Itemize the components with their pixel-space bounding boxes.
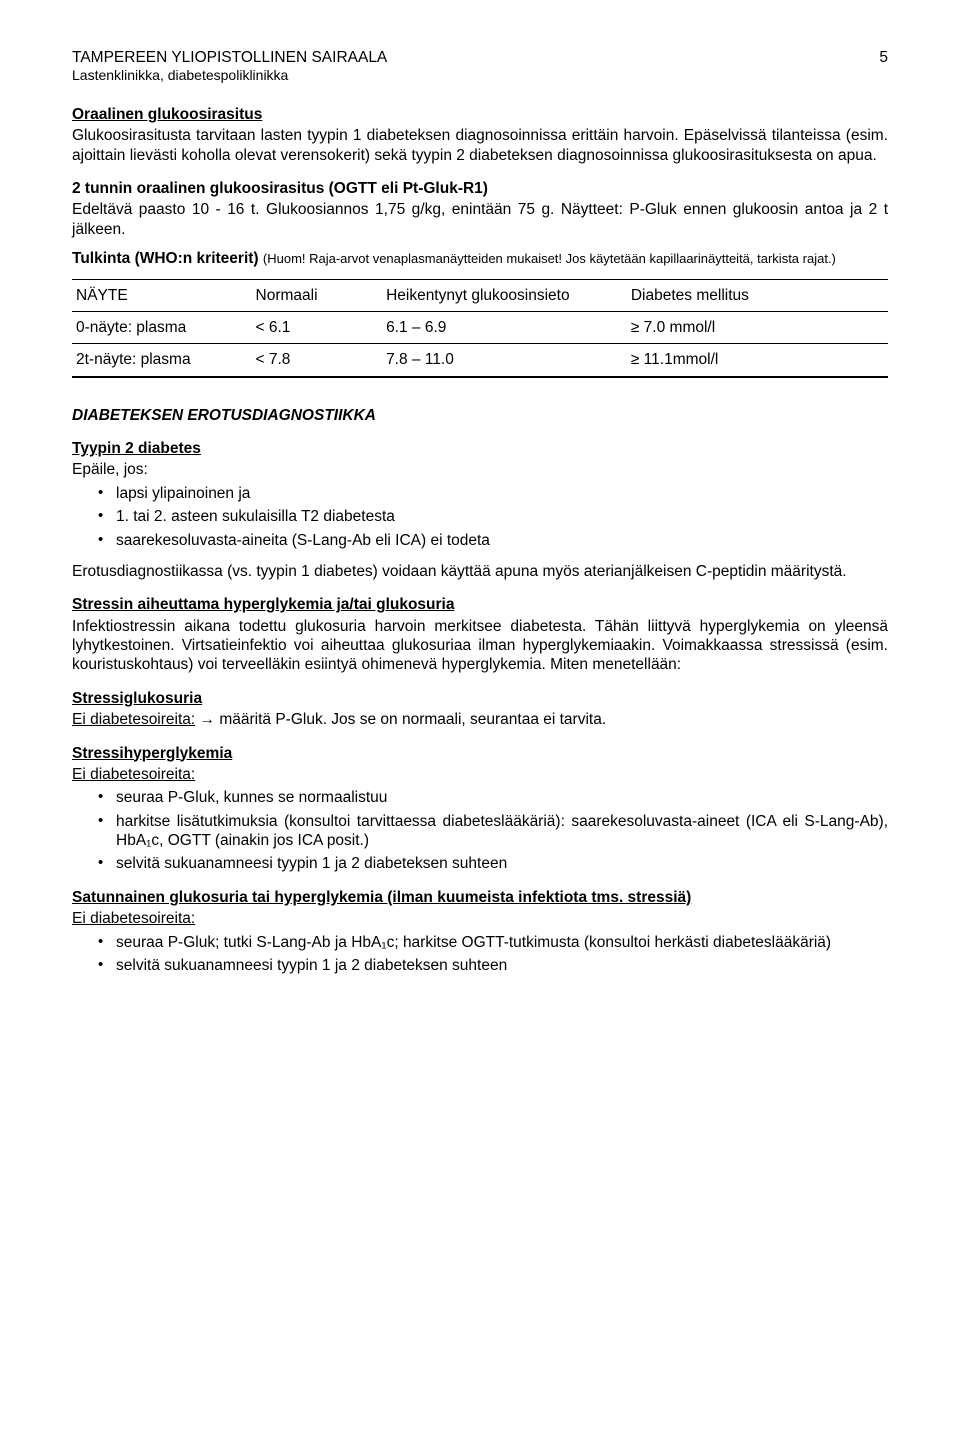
tulkinta-line: Tulkinta (WHO:n kriteerit) (Huom! Raja-a…	[72, 249, 888, 268]
section-heading-differential: DIABETEKSEN EROTUSDIAGNOSTIIKKA	[72, 406, 888, 425]
label: Stressiglukosuria	[72, 690, 202, 707]
table-cell: 7.8 – 11.0	[382, 344, 627, 377]
tulkinta-note: (Huom! Raja-arvot venaplasmanäytteiden m…	[263, 251, 836, 266]
paragraph: Ei diabetesoireita:	[72, 909, 888, 928]
subheading-ogtt: 2 tunnin oraalinen glukoosirasitus (OGTT…	[72, 179, 888, 198]
section-heading-oral-glucose: Oraalinen glukoosirasitus	[72, 105, 888, 124]
bullet-list: seuraa P-Gluk, kunnes se normaalistuu ha…	[72, 788, 888, 874]
table-cell: 2t-näyte: plasma	[72, 344, 252, 377]
table-cell: ≥ 11.1mmol/l	[627, 344, 888, 377]
document-page: TAMPEREEN YLIOPISTOLLINEN SAIRAALA Laste…	[0, 0, 960, 1047]
list-item: seuraa P-Gluk, kunnes se normaalistuu	[116, 788, 888, 807]
subheading-stressiglukosuria: Stressiglukosuria	[72, 689, 888, 708]
table-cell: 0-näyte: plasma	[72, 311, 252, 343]
list-item: 1. tai 2. asteen sukulaisilla T2 diabete…	[116, 507, 888, 526]
page-header: TAMPEREEN YLIOPISTOLLINEN SAIRAALA Laste…	[72, 48, 888, 85]
table-header: Normaali	[252, 279, 383, 311]
label: Ei diabetesoireita:	[72, 711, 195, 728]
table-cell: < 6.1	[252, 311, 383, 343]
table-cell: 6.1 – 6.9	[382, 311, 627, 343]
table-row: 2t-näyte: plasma < 7.8 7.8 – 11.0 ≥ 11.1…	[72, 344, 888, 377]
text: → määritä P-Gluk. Jos se on normaali, se…	[195, 711, 606, 728]
list-item: harkitse lisätutkimuksia (konsultoi tarv…	[116, 812, 888, 851]
label: Stressihyperglykemia	[72, 745, 232, 762]
subheading-stressihyperglykemia: Stressihyperglykemia	[72, 744, 888, 763]
paragraph: Ei diabetesoireita:	[72, 765, 888, 784]
label: Ei diabetesoireita:	[72, 766, 195, 783]
subheading-stress: Stressin aiheuttama hyperglykemia ja/tai…	[72, 595, 888, 614]
paragraph: Epäile, jos:	[72, 460, 888, 479]
table-cell: ≥ 7.0 mmol/l	[627, 311, 888, 343]
subheading-satunnainen: Satunnainen glukosuria tai hyperglykemia…	[72, 888, 888, 907]
bullet-list: lapsi ylipainoinen ja 1. tai 2. asteen s…	[72, 484, 888, 550]
table-header: Heikentynyt glu­koosinsieto	[382, 279, 627, 311]
paragraph: Infektiostressin aikana todettu glukosur…	[72, 617, 888, 675]
paragraph: Edeltävä paasto 10 - 16 t. Glukoosiannos…	[72, 200, 888, 239]
page-number: 5	[879, 48, 888, 85]
list-item: lapsi ylipainoinen ja	[116, 484, 888, 503]
header-dept: Lastenklinikka, diabetespoliklinikka	[72, 67, 387, 85]
table-header: Diabetes melli­tus	[627, 279, 888, 311]
paragraph: Ei diabetesoireita: → määritä P-Gluk. Jo…	[72, 710, 888, 729]
table-header: NÄYTE	[72, 279, 252, 311]
header-left: TAMPEREEN YLIOPISTOLLINEN SAIRAALA Laste…	[72, 48, 387, 85]
list-item: saarekesoluvasta-aineita (S-Lang-Ab eli …	[116, 531, 888, 550]
paragraph: Erotusdiagnostiikassa (vs. tyypin 1 diab…	[72, 562, 888, 581]
list-item: selvitä sukuanamneesi tyypin 1 ja 2 diab…	[116, 854, 888, 873]
glucose-table: NÄYTE Normaali Heikentynyt glu­koosinsie…	[72, 279, 888, 378]
table-header-row: NÄYTE Normaali Heikentynyt glu­koosinsie…	[72, 279, 888, 311]
table-row: 0-näyte: plasma < 6.1 6.1 – 6.9 ≥ 7.0 mm…	[72, 311, 888, 343]
header-org: TAMPEREEN YLIOPISTOLLINEN SAIRAALA	[72, 48, 387, 67]
label: Ei diabetesoireita:	[72, 910, 195, 927]
table-cell: < 7.8	[252, 344, 383, 377]
bullet-list: seuraa P-Gluk; tutki S-Lang-Ab ja HbA₁c;…	[72, 933, 888, 976]
subheading-type2: Tyypin 2 diabetes	[72, 439, 888, 458]
tulkinta-lead: Tulkinta (WHO:n kriteerit)	[72, 250, 263, 267]
list-item: seuraa P-Gluk; tutki S-Lang-Ab ja HbA₁c;…	[116, 933, 888, 952]
paragraph: Glukoosirasitusta tarvitaan lasten tyypi…	[72, 126, 888, 165]
list-item: selvitä sukuanamneesi tyypin 1 ja 2 diab…	[116, 956, 888, 975]
